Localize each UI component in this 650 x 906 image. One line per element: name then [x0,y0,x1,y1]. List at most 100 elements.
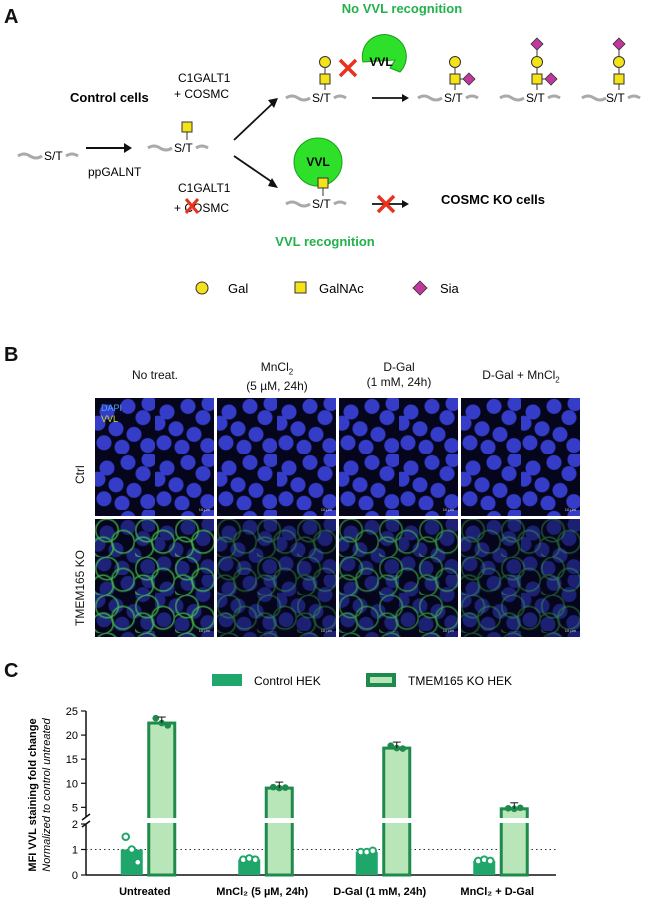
gal-legend-icon [195,281,209,295]
bar-control [120,849,143,875]
micrograph-ctrl-dgal-mncl2: 10 µm [461,398,580,516]
vvl-label-top: VVL [369,55,392,69]
scale-bar: 10 µm [564,628,576,633]
svg-text:S/T: S/T [174,141,193,155]
y-tick-label: 0 [72,870,78,882]
sialyl-t-2-backbone: S/T [581,37,641,105]
dapi-overlay-label: DAPI [101,403,123,413]
bar-break-gap [380,818,413,823]
cosmc-top: + COSMC [174,87,229,101]
scale-bar: 10 µm [320,628,332,633]
vvl-label-bottom: VVL [306,155,329,169]
svg-text:S/T: S/T [44,149,63,163]
bar-ko [264,786,294,877]
cosmc-ko-cells-label: COSMC KO cells [441,192,545,207]
row-label-ctrl: Ctrl [73,465,87,484]
bar-chart: Control HEK TMEM165 KO HEK MFI VVL stain… [27,673,556,898]
scale-bar: 10 µm [198,507,210,512]
cosmc-cross-icon [184,198,200,214]
bar-break-gap [263,818,296,823]
tn-antigen-backbone: S/T [147,121,209,155]
x-tick-label: MnCl₂ (5 µM, 24h) [216,886,308,898]
scale-bar: 10 µm [198,628,210,633]
sia-icon [462,72,476,86]
point-control [485,856,495,866]
x-tick-label: D-Gal (1 mM, 24h) [333,886,426,898]
legend-galnac: GalNAc [319,281,364,296]
x-tick-label: Untreated [119,886,170,898]
point-control [250,855,260,864]
bar-break-gap [145,818,178,823]
blocked-cross-icon [338,58,358,78]
sia-icon [530,37,544,51]
t-antigen-backbone: S/T [285,56,347,105]
glycan-legend: Gal GalNAc Sia [195,280,460,296]
bar-break-gap [498,818,531,823]
gal-icon [319,56,331,68]
point-control [133,857,143,867]
svg-text:S/T: S/T [312,197,331,211]
galnac-icon [181,121,193,133]
y-axis-sublabel: Normalized to control untreated [41,717,53,871]
point-control [368,846,378,856]
control-cells-label: Control cells [70,90,149,105]
c1galt1-top: C1GALT1 [178,71,231,85]
vvl-lectin-icon [361,34,407,73]
point-ko [281,784,289,791]
panel-c-letter: C [4,660,19,682]
point-ko [387,742,395,749]
galnac-icon [319,73,331,85]
bar-ko [147,721,177,877]
no-extension-cross-icon [376,194,396,214]
peptide-backbone-start: S/T [17,149,79,163]
micrograph-ko-dgal: 10 µm [339,519,458,637]
panel-b-letter: B [4,344,19,366]
legend-gal: Gal [228,281,248,296]
no-vvl-recognition-label: No VVL recognition [342,1,462,16]
bar-control [355,852,378,875]
column-header-dgal-mncl2: D-Gal + MnCl2 [482,368,560,385]
sialyl-t-backbone: S/T [417,56,479,105]
svg-text:S/T: S/T [444,91,463,105]
x-tick-label: MnCl₂ + D-Gal [460,886,534,898]
column-header-dgal: D-Gal (1 mM, 24h) [366,360,432,389]
galnac-icon [531,73,543,85]
ppgalnt-label: ppGALNT [88,165,142,179]
point-control [121,832,131,842]
galnac-icon [449,73,461,85]
arrow-down [233,155,273,183]
point-ko [269,783,277,791]
svg-text:S/T: S/T [312,91,331,105]
column-header-no-treat: No treat. [131,368,179,382]
micrograph-ctrl-dgal: 10 µm [339,398,458,516]
arrow-up [233,103,273,141]
panel-a-letter: A [4,6,19,28]
legend-sia: Sia [440,281,460,296]
gal-icon [531,56,543,68]
galnac-icon [317,177,329,189]
scale-bar: 10 µm [442,507,454,512]
legend-control-label: Control HEK [254,674,321,688]
point-ko [393,744,401,752]
galnac-icon [613,73,625,85]
column-header-mncl2: MnCl2 (5 µM, 24h) [246,360,308,394]
sia-legend-icon [412,280,428,296]
sia-icon [612,37,626,51]
point-ko [516,804,524,812]
scale-bar: 10 µm [442,628,454,633]
cosmc-bottom: + COSMC [174,201,229,215]
y-tick-label: 20 [66,730,78,742]
vvl-recognition-label: VVL recognition [275,234,374,249]
axis-break-mark [81,813,91,821]
galnac-legend-icon [294,281,307,294]
y-tick-label: 5 [72,802,78,814]
point-ko [164,722,172,729]
svg-text:S/T: S/T [606,91,625,105]
micrograph-ko-mncl2: 10 µm [217,519,336,637]
disialyl-t-backbone: S/T [499,37,561,105]
point-ko [158,719,166,727]
sia-icon [544,72,558,86]
micrograph-ctrl-mncl2: 10 µm [217,398,336,516]
micrograph-ko-dgal-mncl2: 10 µm [461,519,580,637]
y-tick-label: 10 [66,778,78,790]
